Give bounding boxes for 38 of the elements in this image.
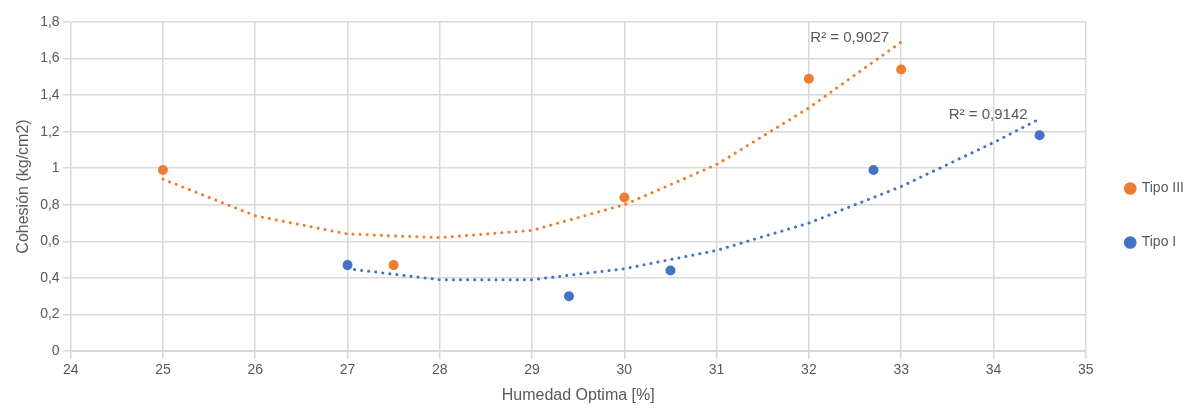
y-tick-label: 0,6	[40, 232, 60, 249]
x-tick-label: 32	[801, 361, 817, 378]
x-tick-label: 28	[431, 361, 448, 378]
point	[619, 192, 630, 203]
x-tick-label: 35	[1077, 361, 1094, 378]
y-tick-label: 0	[51, 341, 60, 358]
x-tick-label: 33	[893, 361, 910, 378]
y-tick-label: 0,4	[40, 268, 60, 285]
point	[1034, 130, 1045, 141]
x-tick-label: 34	[985, 361, 1002, 378]
point	[803, 73, 814, 84]
point	[342, 260, 353, 271]
annotation: R² = 0,9027	[810, 28, 890, 46]
x-axis-title: Humedad Optima [%]	[501, 385, 655, 403]
y-tick-label: 1,8	[40, 12, 60, 29]
point	[665, 265, 676, 276]
point	[388, 260, 399, 271]
point	[896, 64, 907, 75]
y-tick-label: 1	[51, 159, 60, 176]
y-tick-label: 1,2	[40, 122, 60, 139]
annotation: R² = 0,9142	[948, 105, 1028, 123]
y-tick-label: 0,2	[40, 305, 60, 322]
x-tick-label: 24	[62, 361, 79, 378]
point	[868, 165, 879, 176]
x-tick-label: 29	[524, 361, 541, 378]
point	[563, 291, 574, 302]
y-tick-label: 1,4	[40, 85, 60, 102]
y-tick-label: 0,8	[40, 195, 60, 212]
legend-label: Tipo I	[1141, 233, 1177, 250]
x-tick-label: 27	[339, 361, 356, 378]
x-tick-label: 31	[708, 361, 725, 378]
x-tick-label: 25	[155, 361, 171, 378]
legend-label: Tipo III	[1141, 179, 1185, 196]
x-tick-label: 30	[616, 361, 633, 378]
y-tick-label: 1,6	[40, 49, 60, 66]
point	[157, 165, 168, 176]
y-axis-title: Cohesión (kg/cm2)	[14, 119, 32, 254]
x-tick-label: 26	[247, 361, 264, 378]
